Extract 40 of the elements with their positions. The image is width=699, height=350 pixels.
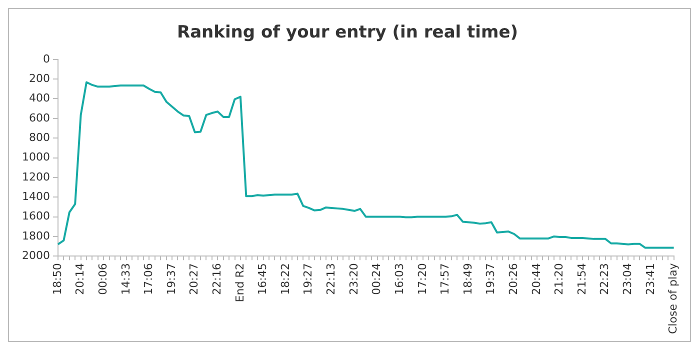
x-tick-label: End R2 bbox=[233, 263, 246, 302]
x-tick-label: 19:27 bbox=[302, 263, 315, 295]
x-tick-label: 19:37 bbox=[484, 263, 498, 295]
x-tick-label: 16:45 bbox=[256, 263, 270, 295]
y-tick-label: 1400 bbox=[22, 190, 50, 203]
chart-title: Ranking of your entry (in real time) bbox=[176, 22, 518, 43]
x-tick-label: 22:23 bbox=[598, 263, 612, 295]
x-tick-label: 14:33 bbox=[119, 263, 132, 295]
x-tick-label: 20:44 bbox=[530, 263, 543, 295]
y-tick-label: 1200 bbox=[22, 170, 50, 184]
x-tick-label: 23:41 bbox=[644, 263, 657, 295]
y-tick-label: 200 bbox=[28, 72, 50, 85]
y-tick-label: 800 bbox=[28, 130, 50, 144]
x-tick-label: 21:54 bbox=[575, 263, 588, 295]
y-tick-label: 400 bbox=[28, 92, 50, 105]
y-tick-label: 1800 bbox=[22, 229, 50, 242]
x-tick-label: 16:03 bbox=[392, 263, 406, 295]
x-tick-label: 20:26 bbox=[507, 263, 520, 295]
x-tick-label: 18:50 bbox=[50, 263, 64, 295]
y-tick-label: 0 bbox=[42, 52, 50, 66]
y-tick-label: 1600 bbox=[22, 210, 50, 223]
x-tick-label: 22:13 bbox=[324, 263, 338, 295]
y-tick-label: 2000 bbox=[22, 249, 50, 262]
x-tick-label: 00:06 bbox=[96, 263, 110, 295]
x-tick-label: 00:24 bbox=[370, 263, 384, 295]
x-tick-label: 23:20 bbox=[347, 263, 360, 295]
x-tick-label: 23:04 bbox=[621, 263, 634, 295]
x-tick-label: 17:57 bbox=[438, 263, 452, 295]
x-tick-label: 21:20 bbox=[552, 263, 566, 295]
x-tick-label: 17:06 bbox=[142, 263, 156, 295]
x-tick-label: 18:49 bbox=[461, 263, 474, 295]
x-tick-label: Close of play bbox=[666, 262, 680, 334]
y-tick-label: 1000 bbox=[22, 150, 50, 164]
x-tick-label: 17:20 bbox=[416, 263, 429, 295]
x-tick-label: 20:27 bbox=[188, 263, 201, 295]
x-tick-label: 22:16 bbox=[210, 263, 224, 295]
x-tick-label: 20:14 bbox=[74, 263, 87, 295]
x-tick-label: 19:37 bbox=[164, 263, 178, 295]
y-tick-label: 600 bbox=[28, 111, 50, 124]
x-tick-label: 18:22 bbox=[278, 263, 292, 295]
